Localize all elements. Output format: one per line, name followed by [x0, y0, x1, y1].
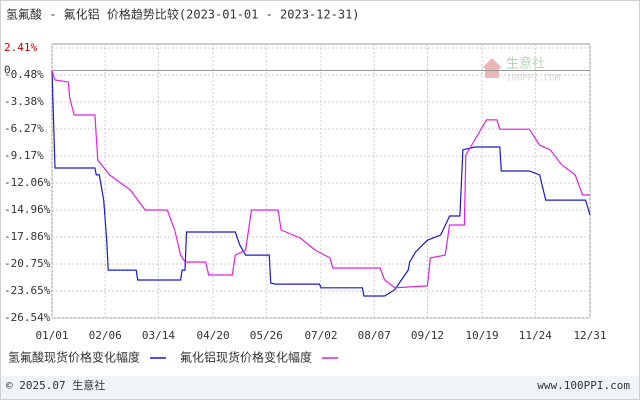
watermark: 生意社 100PPI.COM: [482, 56, 561, 84]
y-tick-label: -17.86%: [4, 230, 51, 243]
x-tick-label: 03/14: [142, 329, 175, 342]
zero-label: 0: [4, 63, 11, 76]
y-tick-label: -26.54%: [4, 311, 51, 324]
series-line: [51, 70, 590, 289]
legend-label: 氢氟酸现货价格变化幅度: [8, 350, 140, 365]
watermark-logo: [482, 58, 502, 78]
y-tick-label: -6.27%: [4, 122, 44, 135]
chart-title: 氢氟酸 - 氟化铝 价格趋势比较(2023-01-01 - 2023-12-31…: [6, 7, 360, 22]
x-tick-label: 05/26: [250, 329, 283, 342]
y-tick-label: 2.41%: [4, 41, 37, 54]
y-tick-label: -3.38%: [4, 95, 44, 108]
x-tick-label: 10/19: [466, 329, 499, 342]
x-tick-label: 02/06: [89, 329, 122, 342]
y-tick-label: -20.75%: [4, 257, 51, 270]
x-tick-label: 01/01: [35, 329, 68, 342]
footer-right: www.100PPI.com: [537, 379, 630, 392]
watermark-site: 100PPI.COM: [506, 74, 561, 84]
footer-left: © 2025.07 生意社: [6, 378, 105, 392]
y-tick-label: -23.65%: [4, 284, 51, 297]
x-tick-label: 04/20: [197, 329, 230, 342]
watermark-name: 生意社: [506, 56, 545, 72]
y-tick-label: -14.96%: [4, 203, 51, 216]
y-tick-label: -9.17%: [4, 149, 44, 162]
footer-bar: [1, 376, 639, 399]
y-tick-label: -12.06%: [4, 176, 51, 189]
x-tick-label: 07/02: [304, 329, 337, 342]
x-tick-label: 12/31: [573, 329, 606, 342]
series-line: [51, 70, 591, 297]
x-tick-label: 11/24: [519, 329, 552, 342]
legend-label: 氟化铝现货价格变化幅度: [180, 350, 312, 365]
x-tick-label: 09/12: [411, 329, 444, 342]
y-tick-label: -0.48%: [4, 68, 44, 81]
x-tick-label: 08/07: [358, 329, 391, 342]
